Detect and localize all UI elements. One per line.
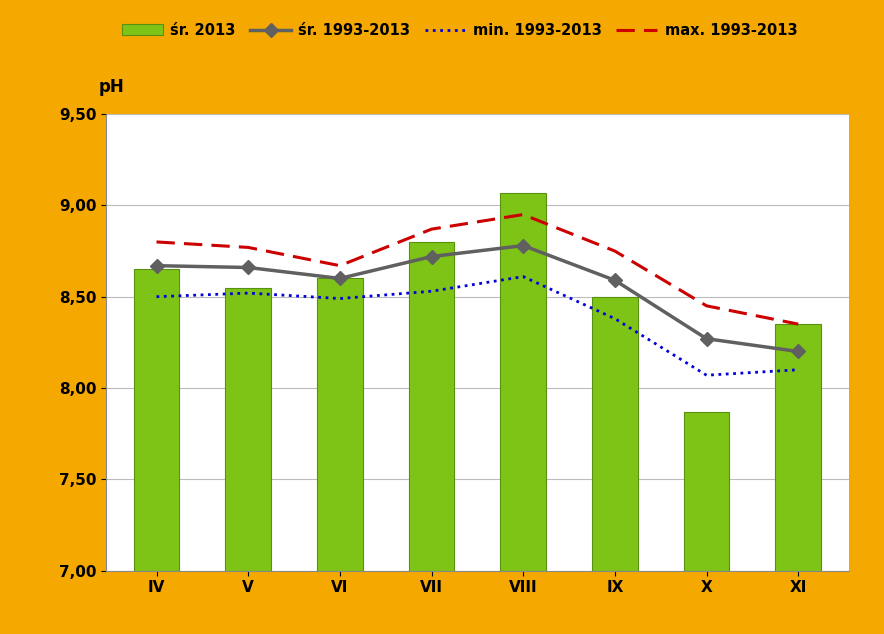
Bar — [500, 193, 546, 634]
Bar — [317, 278, 362, 634]
Text: pH: pH — [99, 78, 125, 96]
Bar — [592, 297, 637, 634]
Bar — [775, 324, 821, 634]
Bar — [683, 411, 729, 634]
Bar — [225, 288, 271, 634]
Legend: śr. 2013, śr. 1993-2013, min. 1993-2013, max. 1993-2013: śr. 2013, śr. 1993-2013, min. 1993-2013,… — [117, 17, 803, 44]
Bar — [408, 242, 454, 634]
Bar — [133, 269, 179, 634]
